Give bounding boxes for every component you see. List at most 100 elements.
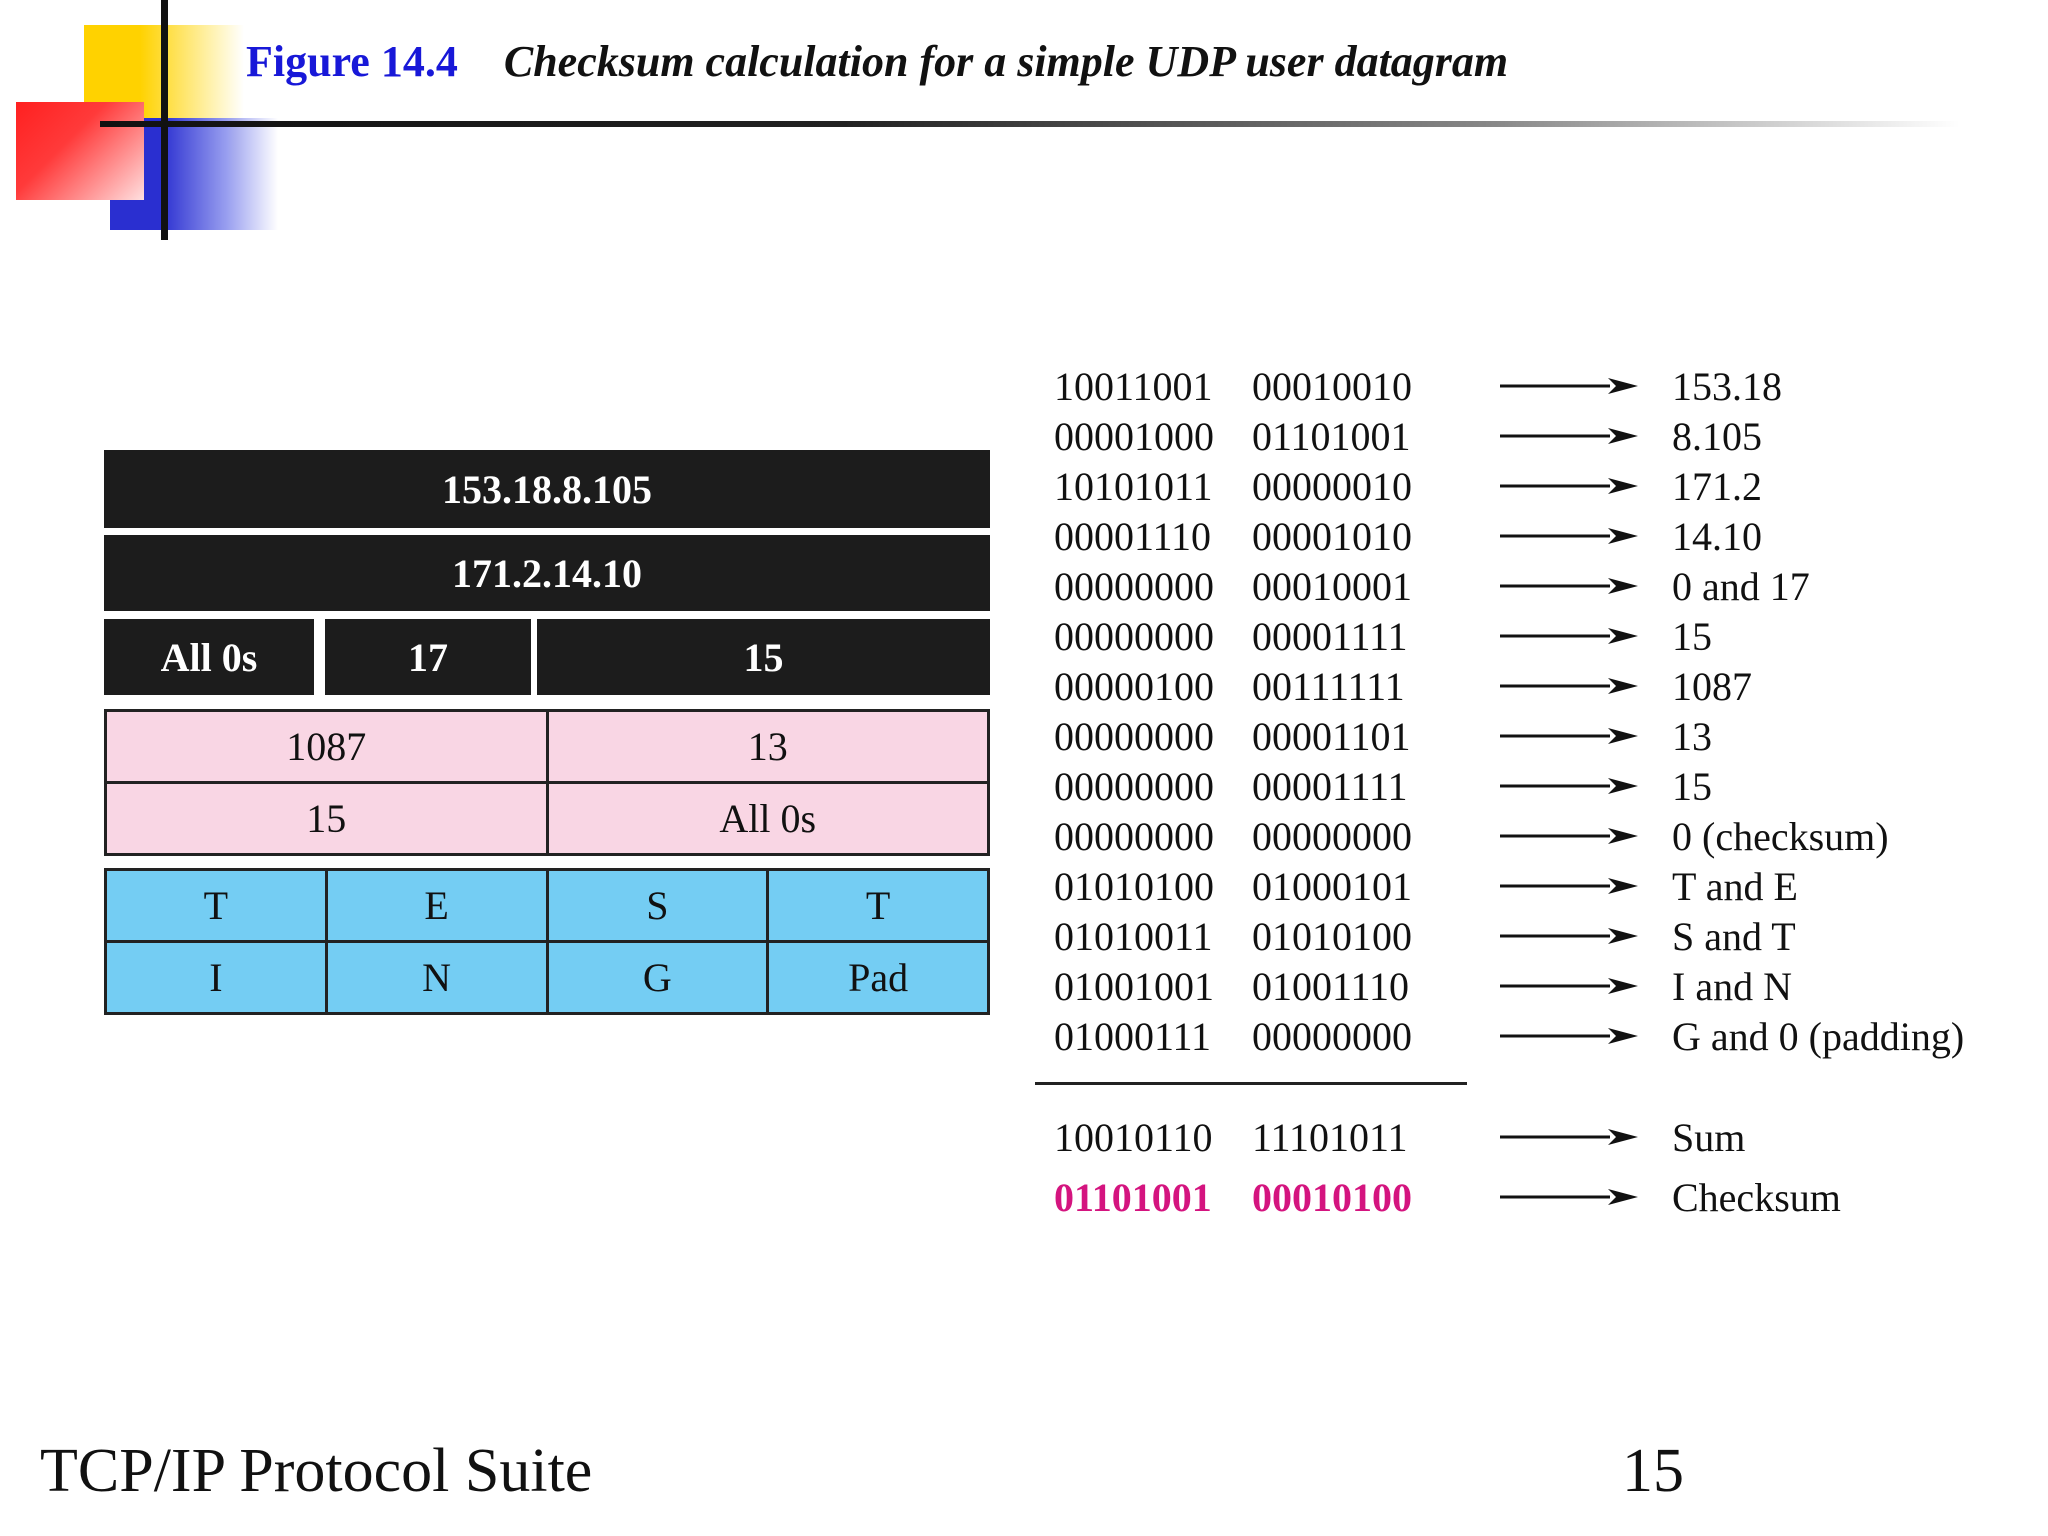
udp-length-cell: 15 [537, 619, 990, 695]
calc-bin-high: 00000000 [1054, 763, 1214, 809]
calc-label: 0 (checksum) [1672, 813, 1889, 859]
arrow-right-icon [1500, 378, 1638, 394]
logo-vertical-line [161, 0, 168, 240]
calc-bin-high: 00001000 [1054, 413, 1214, 459]
header-rule [100, 121, 1960, 127]
calc-row: 00000000 00001111 15 [1054, 761, 1712, 811]
calc-label: I and N [1672, 963, 1792, 1009]
calc-row: 00001000 01101001 8.105 [1054, 411, 1762, 461]
table-row: 1087 13 [104, 709, 990, 784]
arrow-right-icon [1500, 828, 1638, 844]
data-cell: Pad [766, 940, 990, 1015]
arrow-right-icon [1500, 528, 1638, 544]
calc-label: 13 [1672, 713, 1712, 759]
sum-divider [1035, 1082, 1467, 1085]
calc-label: G and 0 (padding) [1672, 1013, 1965, 1059]
data-cell: I [104, 940, 328, 1015]
destination-ip-bar: 171.2.14.10 [104, 535, 990, 611]
calc-bin-high: 10011001 [1054, 363, 1213, 409]
page-number: 15 [1622, 1437, 1684, 1505]
calc-row: 01000111 00000000 G and 0 (padding) [1054, 1011, 1964, 1061]
udp-header-table: 1087 13 15 All 0s [104, 709, 990, 856]
arrow-right-icon [1500, 778, 1638, 794]
calc-bin-low: 00001111 [1252, 763, 1408, 809]
calc-label: S and T [1672, 913, 1796, 959]
table-row: T E S T [104, 868, 990, 943]
calc-label: 1087 [1672, 663, 1752, 709]
calc-bin-low: 00000010 [1252, 463, 1412, 509]
calc-row: 01001001 01001110 I and N [1054, 961, 1792, 1011]
arrow-right-icon [1500, 678, 1638, 694]
calc-bin-low: 01010100 [1252, 913, 1412, 959]
calc-bin-high: 10101011 [1054, 463, 1213, 509]
calc-row: 00000000 00001111 15 [1054, 611, 1712, 661]
calc-label: 15 [1672, 763, 1712, 809]
destination-port-cell: 13 [545, 709, 990, 784]
calc-row: 10011001 00010010 153.18 [1054, 361, 1782, 411]
table-row: 15 All 0s [104, 781, 990, 856]
arrow-right-icon [1500, 1028, 1638, 1044]
arrow-right-icon [1500, 628, 1638, 644]
checksum-row: 01101001 00010100 Checksum [1054, 1172, 1841, 1222]
calc-row: 01010011 01010100 S and T [1054, 911, 1796, 961]
calc-label: 15 [1672, 613, 1712, 659]
arrow-right-icon [1500, 428, 1638, 444]
arrow-right-icon [1500, 1129, 1638, 1145]
checksum-cell: All 0s [545, 781, 990, 856]
calc-bin-high: 01010100 [1054, 863, 1214, 909]
calc-label: 0 and 17 [1672, 563, 1810, 609]
source-port-cell: 1087 [104, 709, 549, 784]
calc-bin-low: 00001101 [1252, 713, 1411, 759]
protocol-cell: 17 [325, 619, 531, 695]
calc-bin-low: 00001111 [1252, 613, 1408, 659]
footer-title: TCP/IP Protocol Suite [40, 1437, 593, 1505]
sum-bin-low: 11101011 [1252, 1114, 1408, 1160]
calc-bin-high: 00000000 [1054, 563, 1214, 609]
calc-bin-low: 01000101 [1252, 863, 1412, 909]
checksum-bin-low: 00010100 [1252, 1174, 1412, 1220]
calc-bin-high: 00001110 [1054, 513, 1212, 559]
arrow-right-icon [1500, 478, 1638, 494]
figure-title: Figure 14.4 Checksum calculation for a si… [246, 36, 1508, 87]
calc-row: 00000000 00000000 0 (checksum) [1054, 811, 1889, 861]
calc-label: T and E [1672, 863, 1798, 909]
calc-bin-low: 00001010 [1252, 513, 1412, 559]
calc-bin-high: 00000000 [1054, 713, 1214, 759]
data-cell: E [324, 868, 549, 943]
calc-row: 00000100 00111111 1087 [1054, 661, 1752, 711]
calc-bin-high: 00000000 [1054, 813, 1214, 859]
data-cell: S [545, 868, 770, 943]
data-cell: G [545, 940, 770, 1015]
calc-bin-high: 01010011 [1054, 913, 1213, 959]
calc-bin-low: 00000000 [1252, 813, 1412, 859]
calc-label: 8.105 [1672, 413, 1762, 459]
checksum-label: Checksum [1672, 1174, 1841, 1220]
total-length-cell: 15 [104, 781, 549, 856]
calc-label: 171.2 [1672, 463, 1762, 509]
calc-bin-low: 01101001 [1252, 413, 1411, 459]
arrow-right-icon [1500, 978, 1638, 994]
calc-label: 14.10 [1672, 513, 1762, 559]
pseudo-zeros-cell: All 0s [104, 619, 314, 695]
sum-label: Sum [1672, 1114, 1746, 1160]
source-ip-bar: 153.18.8.105 [104, 450, 990, 528]
calc-row: 00000000 00010001 0 and 17 [1054, 561, 1810, 611]
data-cell: N [324, 940, 549, 1015]
data-cell: T [104, 868, 328, 943]
checksum-bin-high: 01101001 [1054, 1174, 1212, 1220]
calc-bin-low: 00010010 [1252, 363, 1412, 409]
logo-red-square [16, 102, 144, 200]
calc-label: 153.18 [1672, 363, 1782, 409]
data-cell: T [766, 868, 990, 943]
table-row: I N G Pad [104, 940, 990, 1015]
calc-row: 00000000 00001101 13 [1054, 711, 1712, 761]
figure-caption: Checksum calculation for a simple UDP us… [503, 37, 1509, 86]
sum-row: 10010110 11101011 Sum [1054, 1112, 1745, 1162]
arrow-right-icon [1500, 1189, 1638, 1205]
calc-row: 10101011 00000010 171.2 [1054, 461, 1762, 511]
calc-bin-high: 00000000 [1054, 613, 1214, 659]
calc-bin-high: 01000111 [1054, 1013, 1212, 1059]
calc-bin-high: 01001001 [1054, 963, 1214, 1009]
calc-bin-low: 01001110 [1252, 963, 1410, 1009]
calc-bin-high: 00000100 [1054, 663, 1214, 709]
